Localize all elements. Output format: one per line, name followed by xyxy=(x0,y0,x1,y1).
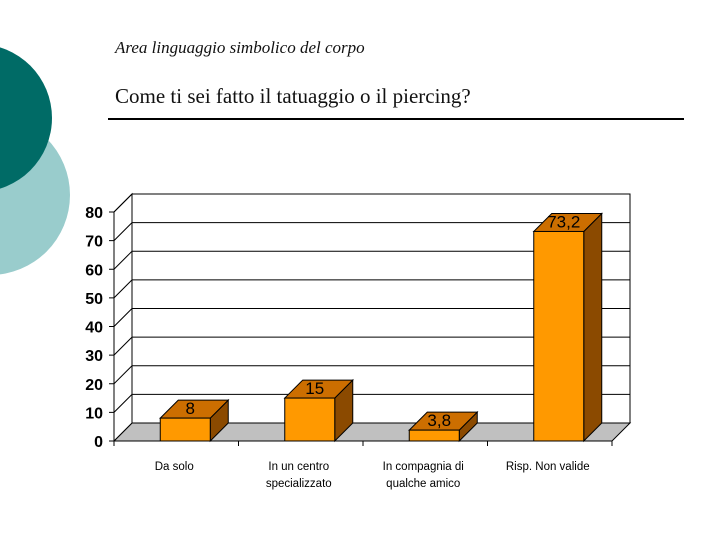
bar xyxy=(284,397,336,442)
gridline xyxy=(113,336,630,356)
bar xyxy=(533,230,585,442)
dark-teal-circle xyxy=(0,47,52,189)
title-underline xyxy=(108,118,684,120)
x-tick-label: qualche amico xyxy=(386,478,460,490)
gridline xyxy=(113,193,630,213)
data-label: 3,8 xyxy=(427,411,451,430)
gridline xyxy=(113,279,630,299)
x-tick-label: In un centro xyxy=(268,461,329,473)
decorative-circles xyxy=(0,47,70,275)
y-tick-label: 40 xyxy=(85,320,103,337)
y-tick-label: 70 xyxy=(85,234,103,251)
gridline xyxy=(113,308,630,327)
gridline xyxy=(113,393,630,413)
y-tick-label: 50 xyxy=(85,291,103,308)
bar-side xyxy=(583,212,603,443)
y-tick-label: 10 xyxy=(85,405,103,422)
y-tick-label: 60 xyxy=(85,262,103,279)
x-tick-label: specializzato xyxy=(266,478,332,490)
bar xyxy=(408,429,460,442)
gridline xyxy=(113,222,630,241)
x-tick-label: In compagnia di xyxy=(383,461,464,473)
y-tick-label: 30 xyxy=(85,348,103,365)
y-tick-label: 80 xyxy=(85,205,103,222)
y-tick-label: 0 xyxy=(94,434,103,451)
x-tick-label: Da solo xyxy=(155,461,194,473)
slide-title: Come ti sei fatto il tatuaggio o il pier… xyxy=(115,84,471,108)
data-label: 8 xyxy=(186,399,195,418)
y-tick-label: 20 xyxy=(85,377,103,394)
data-label: 73,2 xyxy=(547,212,580,231)
x-tick-label: Risp. Non valide xyxy=(506,461,590,473)
data-label: 15 xyxy=(305,379,324,398)
bar xyxy=(159,417,211,442)
gridline xyxy=(113,250,630,270)
gridline xyxy=(113,365,630,385)
slide-subtitle: Area linguaggio simbolico del corpo xyxy=(115,38,365,57)
